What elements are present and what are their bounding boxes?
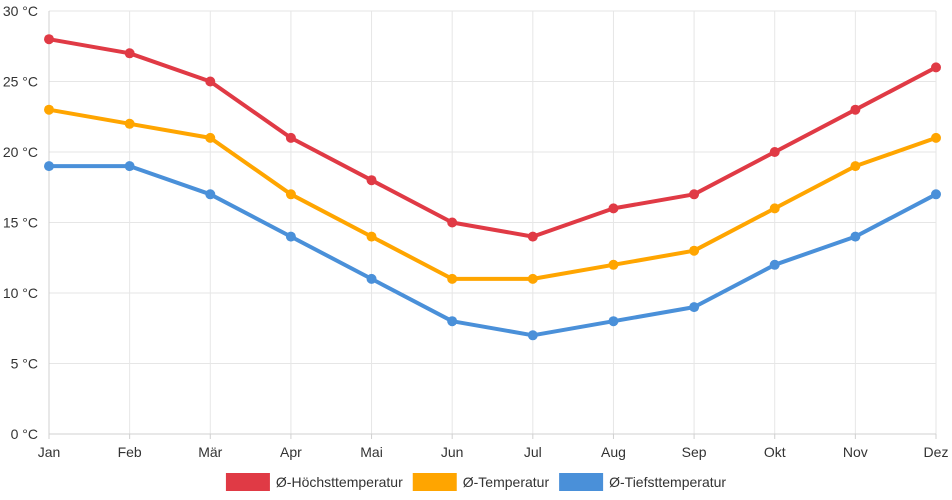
- x-tick-label: Aug: [601, 444, 626, 460]
- data-point[interactable]: [124, 161, 135, 172]
- data-point[interactable]: [447, 316, 458, 327]
- axes: 0 °C 5 °C 10 °C 15 °C 20 °C 25 °C 30 °C Jan Feb M…: [3, 3, 949, 460]
- legend-item-2[interactable]: Ø-Tiefsttemperatur: [559, 473, 726, 491]
- data-point[interactable]: [689, 245, 700, 256]
- series-group: [44, 34, 941, 341]
- x-tick-label: Mär: [198, 444, 222, 460]
- data-point[interactable]: [931, 189, 941, 200]
- y-tick-label: 30 °C: [3, 3, 38, 19]
- x-tick-label: Jan: [38, 444, 61, 460]
- data-point[interactable]: [850, 161, 861, 172]
- y-tick-label: 25 °C: [3, 74, 38, 90]
- legend-item-0[interactable]: Ø-Höchsttemperatur: [225, 473, 403, 491]
- data-point[interactable]: [608, 316, 619, 327]
- y-tick-label: 0 °C: [11, 426, 38, 442]
- legend-label: Ø-Tiefsttemperatur: [609, 474, 726, 490]
- data-point[interactable]: [850, 231, 861, 242]
- series-2: [44, 161, 941, 341]
- series-1: [44, 104, 941, 284]
- data-point[interactable]: [205, 132, 216, 143]
- series-0: [44, 34, 941, 242]
- data-point[interactable]: [850, 104, 861, 115]
- data-point[interactable]: [366, 273, 377, 284]
- series-line: [47, 164, 938, 338]
- data-point[interactable]: [205, 76, 216, 87]
- y-tick-label: 20 °C: [3, 144, 38, 160]
- data-point[interactable]: [366, 231, 377, 242]
- data-point[interactable]: [285, 132, 296, 143]
- data-point[interactable]: [44, 104, 54, 115]
- data-point[interactable]: [44, 34, 54, 45]
- data-point[interactable]: [205, 189, 216, 200]
- data-point[interactable]: [124, 118, 135, 129]
- x-tick-label: Mai: [360, 444, 383, 460]
- data-point[interactable]: [689, 302, 700, 313]
- data-point[interactable]: [285, 189, 296, 200]
- legend-swatch: [412, 473, 457, 491]
- data-point[interactable]: [527, 231, 538, 242]
- x-tick-label: Sep: [682, 444, 707, 460]
- data-point[interactable]: [608, 259, 619, 270]
- x-tick-label: Okt: [764, 444, 786, 460]
- data-point[interactable]: [44, 161, 54, 172]
- x-tick-label: Nov: [843, 444, 868, 460]
- data-point[interactable]: [366, 175, 377, 186]
- y-tick-label: 5 °C: [11, 356, 38, 372]
- x-tick-label: Dez: [924, 444, 949, 460]
- series-line: [47, 107, 938, 281]
- legend-swatch: [225, 473, 270, 491]
- data-point[interactable]: [285, 231, 296, 242]
- data-point[interactable]: [931, 62, 941, 73]
- y-tick-label: 15 °C: [3, 215, 38, 231]
- data-point[interactable]: [769, 147, 780, 157]
- x-tick-label: Jul: [524, 444, 542, 460]
- data-point[interactable]: [931, 132, 941, 143]
- data-point[interactable]: [527, 273, 538, 284]
- data-point[interactable]: [447, 217, 458, 228]
- data-point[interactable]: [769, 203, 780, 214]
- data-point[interactable]: [447, 273, 458, 284]
- legend: Ø-Höchsttemperatur Ø-Temperatur Ø-Tiefstte…: [225, 473, 726, 491]
- data-point[interactable]: [608, 203, 619, 214]
- grid: [48, 10, 937, 435]
- x-tick-label: Feb: [118, 444, 142, 460]
- legend-label: Ø-Temperatur: [463, 474, 550, 490]
- data-point[interactable]: [689, 189, 700, 200]
- legend-swatch: [559, 473, 604, 491]
- data-point[interactable]: [124, 48, 135, 59]
- x-tick-label: Apr: [280, 444, 302, 460]
- legend-label: Ø-Höchsttemperatur: [276, 474, 403, 490]
- data-point[interactable]: [769, 259, 780, 270]
- y-tick-label: 10 °C: [3, 285, 38, 301]
- legend-item-1[interactable]: Ø-Temperatur: [412, 473, 550, 491]
- data-point[interactable]: [527, 330, 538, 341]
- x-tick-label: Jun: [441, 444, 464, 460]
- series-line: [47, 37, 938, 239]
